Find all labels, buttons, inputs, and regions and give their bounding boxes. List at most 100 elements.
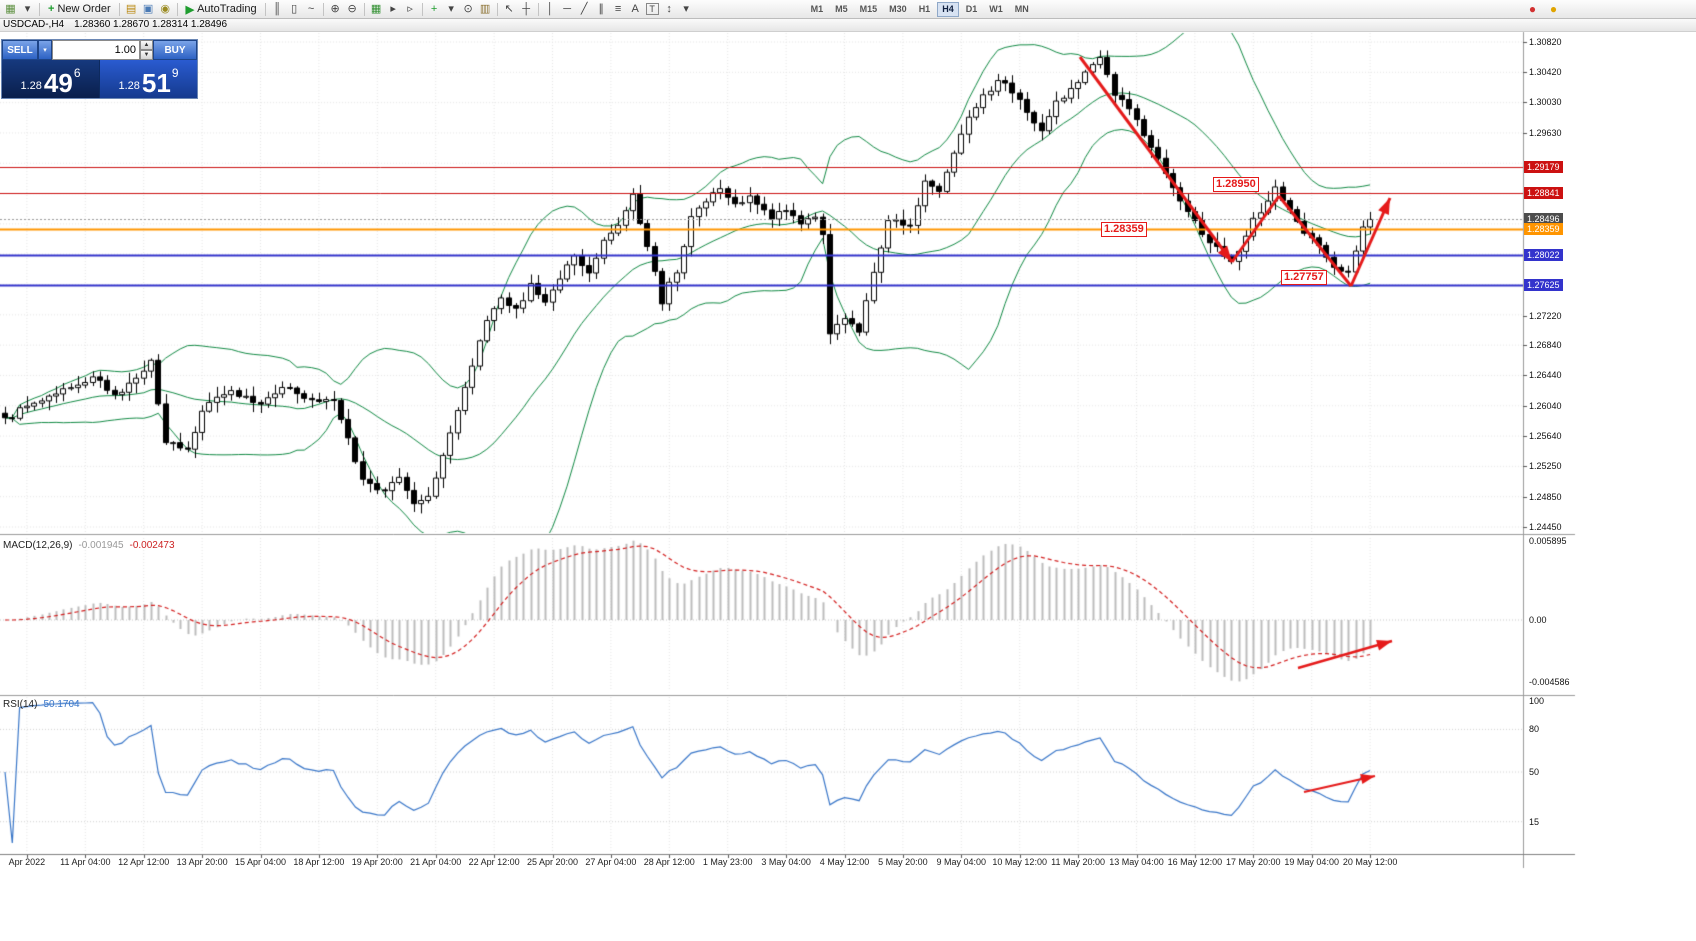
time-axis-label: 18 Apr 12:00	[293, 857, 345, 867]
timeframe-m1-button[interactable]: M1	[806, 2, 829, 17]
cursor-icon[interactable]: ↖	[504, 2, 514, 15]
price-annotation: 1.27757	[1281, 270, 1327, 285]
time-axis-label: 10 May 12:00	[992, 857, 1047, 867]
volume-stepper: ▲ ▼	[140, 40, 153, 60]
timeframe-d1-button[interactable]: D1	[961, 2, 983, 17]
tile-windows-icon[interactable]: ▦	[370, 2, 382, 15]
order-options-button[interactable]: ▾	[38, 40, 52, 60]
price-axis-label: 1.30420	[1529, 67, 1562, 78]
text-icon[interactable]: A	[631, 2, 639, 15]
toolbar-separator	[264, 2, 266, 16]
rsi-axis-label: 100	[1529, 696, 1545, 706]
price-axis-label: 1.27220	[1529, 311, 1562, 322]
rsi-axis-label: 50	[1529, 767, 1540, 777]
terminal-icon[interactable]: ◉	[160, 2, 170, 15]
time-axis-label: 22 Apr 12:00	[468, 857, 520, 867]
bid-ask-row: 1.28 49 6 1.28 51 9	[2, 60, 197, 98]
volume-increase-button[interactable]: ▲	[140, 40, 153, 50]
price-annotation: 1.28950	[1213, 177, 1259, 192]
hline-price-label: 1.27625	[1524, 279, 1563, 292]
buy-button[interactable]: BUY	[153, 40, 197, 60]
time-axis-label: 27 Apr 04:00	[585, 857, 637, 867]
timeframe-m30-button[interactable]: M30	[884, 2, 912, 17]
new-order-button[interactable]: + New Order	[43, 1, 116, 17]
time-axis-label: 11 May 20:00	[1051, 857, 1106, 867]
data-window-icon[interactable]: ▣	[142, 2, 154, 15]
time-axis-label: 1 May 23:00	[702, 857, 753, 867]
macd-axis-label: 0.005895	[1529, 535, 1567, 546]
volume-decrease-button[interactable]: ▼	[140, 50, 153, 60]
timeframe-mn-button[interactable]: MN	[1010, 2, 1034, 17]
macd-signal-value: -0.002473	[129, 540, 175, 551]
toolbar-separator	[537, 2, 539, 16]
rsi-axis-label: 80	[1529, 724, 1540, 735]
sell-price-prefix: 1.28	[20, 80, 42, 92]
chevron-down-icon: ▾	[43, 47, 47, 54]
chart-ohlc-values: 1.28360 1.28670 1.28314 1.28496	[74, 19, 228, 30]
timeframe-m15-button[interactable]: M15	[855, 2, 883, 17]
time-axis-label: 16 May 12:00	[1167, 857, 1223, 867]
timeframe-h4-button[interactable]: H4	[937, 1, 959, 17]
auto-scroll-icon[interactable]: ▸	[390, 2, 396, 15]
time-axis-label: 9 May 04:00	[936, 857, 987, 867]
rsi-value: 50.1704	[43, 699, 80, 710]
sell-price-display[interactable]: 1.28 49 6	[2, 60, 99, 98]
toolbar-separator	[363, 2, 365, 16]
sell-button[interactable]: SELL	[2, 40, 38, 60]
vertical-line-icon[interactable]: │	[546, 2, 554, 15]
candlestick-chart-icon[interactable]: ▯	[291, 2, 298, 15]
bar-chart-icon[interactable]: ║	[273, 2, 282, 15]
indicators-icon[interactable]: +	[430, 2, 438, 15]
chart-window-icon[interactable]: ▦	[5, 2, 16, 15]
toolbar-separator	[421, 2, 423, 16]
price-axis-label: 1.26840	[1529, 340, 1562, 351]
price-axis-label: 1.25250	[1529, 461, 1562, 472]
chevron-down-icon[interactable]: ▾	[24, 2, 31, 15]
macd-axis-label: 0.00	[1529, 615, 1547, 625]
price-axis-label: 1.26440	[1529, 370, 1562, 381]
new-order-button-label: New Order	[57, 3, 111, 15]
indicators-menu-icon[interactable]: ▾	[448, 2, 454, 15]
notifications-icon[interactable]: ●	[1549, 2, 1558, 16]
time-axis-label: 5 May 20:00	[878, 857, 928, 867]
text-label-icon[interactable]: T	[645, 3, 659, 15]
chart-shift-icon[interactable]: ▹	[407, 2, 413, 15]
line-chart-icon[interactable]: ~	[307, 2, 315, 15]
toolbar-separator	[176, 2, 178, 16]
toolbar-status-icons: ● ●	[1524, 2, 1562, 17]
buy-price-display[interactable]: 1.28 51 9	[100, 60, 197, 98]
zoom-in-icon[interactable]: ⊕	[330, 2, 340, 15]
macd-main-value: -0.001945	[78, 540, 124, 551]
zoom-out-icon[interactable]: ⊖	[347, 2, 357, 15]
templates-icon[interactable]: ▥	[479, 2, 491, 15]
autotrading-button[interactable]: ▶ AutoTrading	[181, 1, 262, 17]
trade-controls-row: SELL ▾ ▲ ▼ BUY	[2, 40, 197, 60]
arrows-menu-icon[interactable]: ▾	[683, 2, 689, 15]
time-axis-label: 4 May 12:00	[819, 857, 870, 867]
crosshair-icon[interactable]: ┼	[522, 2, 531, 15]
toolbar: ▦ ▾ + New Order ▤ ▣ ◉ ▶ AutoTrading ║ ▯ ~ ⊕ ⊖ ▦ ▸ ▹ + ▾ ⊙ ▥ ↖…	[0, 0, 1696, 19]
horizontal-line-icon[interactable]: ─	[563, 2, 572, 15]
price-axis-label: 1.24850	[1529, 491, 1562, 502]
price-axis-label: 1.25640	[1529, 431, 1562, 442]
time-axis-label: 15 Apr 04:00	[234, 857, 287, 867]
market-watch-icon[interactable]: ▤	[125, 2, 137, 15]
connection-status-icon[interactable]: ●	[1528, 2, 1537, 16]
price-axis-label: 1.30820	[1529, 37, 1562, 47]
equidistant-channel-icon[interactable]: ∥	[598, 2, 604, 15]
rsi-indicator-label: RSI(14) 50.1704	[3, 699, 80, 710]
autotrading-button-label: AutoTrading	[197, 3, 257, 15]
periods-menu-icon[interactable]: ⊙	[463, 2, 473, 15]
timeframe-w1-button[interactable]: W1	[984, 2, 1008, 17]
fibonacci-icon[interactable]: ≡	[614, 2, 622, 15]
toolbar-separator	[39, 2, 40, 16]
macd-name: MACD(12,26,9)	[3, 540, 73, 551]
timeframe-m5-button[interactable]: M5	[830, 2, 853, 17]
volume-input[interactable]	[52, 40, 140, 60]
time-axis-label: 19 May 04:00	[1284, 857, 1339, 867]
trendline-icon[interactable]: ╱	[580, 2, 588, 15]
timeframe-h1-button[interactable]: H1	[914, 2, 936, 17]
arrows-tool-icon[interactable]: ↕	[666, 2, 672, 15]
